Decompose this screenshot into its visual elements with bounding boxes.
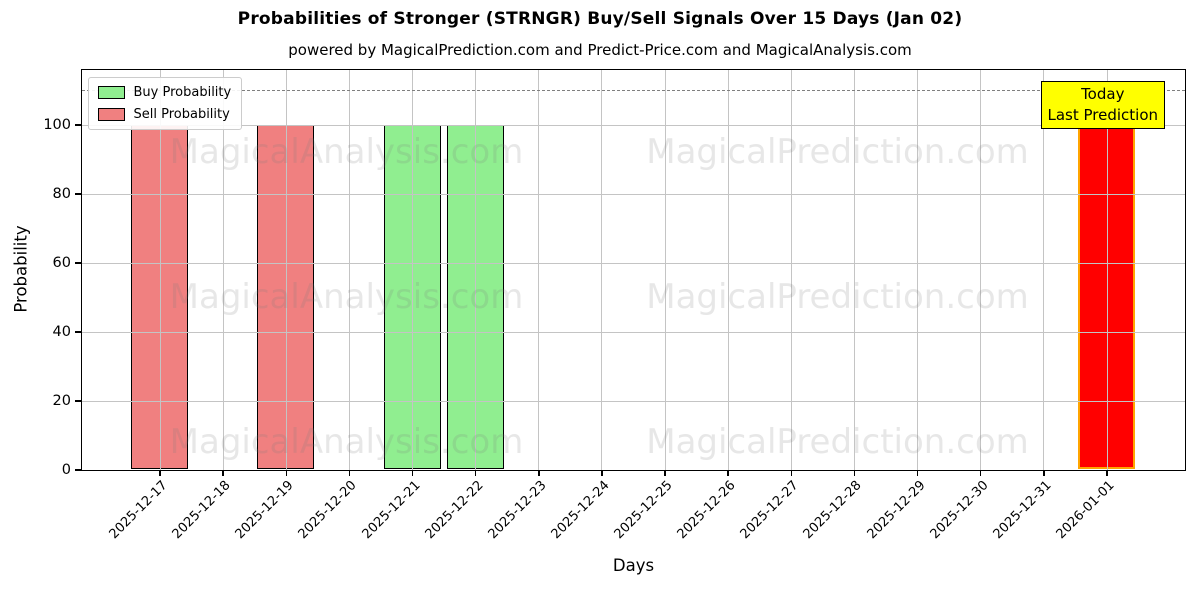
x-tick-mark (916, 471, 919, 476)
y-tick-label: 60 (52, 255, 71, 272)
x-tick-mark (1106, 471, 1108, 476)
watermark-magicalprediction: MagicalPrediction.com (646, 276, 1029, 317)
x-tick-mark (790, 471, 793, 476)
legend-label-buy: Buy Probability (133, 84, 232, 100)
x-tick-mark (664, 471, 666, 476)
v-gridline (222, 69, 224, 470)
h-gridline (81, 193, 1185, 195)
h-gridline (81, 262, 1185, 264)
v-gridline (790, 69, 792, 470)
h-gridline (81, 331, 1185, 333)
v-gridline (1106, 69, 1108, 470)
sell-probability-swatch-icon (97, 107, 125, 121)
today-annotation-line1: Today (1081, 84, 1125, 103)
v-gridline (348, 69, 350, 470)
x-tick-mark (159, 471, 161, 476)
y-tick-mark (75, 331, 81, 333)
v-gridline (412, 69, 414, 470)
y-tick-mark (75, 193, 81, 195)
x-tick-mark (1043, 471, 1045, 476)
y-tick-label: 40 (52, 324, 71, 341)
y-tick-label: 20 (52, 393, 71, 410)
y-tick-label: 0 (61, 462, 71, 478)
x-tick-mark (601, 471, 603, 476)
v-gridline (853, 69, 855, 470)
v-gridline (980, 69, 982, 470)
legend: Buy Probability Sell Probability (87, 76, 243, 130)
v-gridline (159, 69, 161, 470)
y-tick-mark (75, 469, 81, 471)
threshold-dashed-line (81, 90, 1185, 92)
v-gridline (727, 69, 729, 470)
legend-entry-sell: Sell Probability (97, 106, 232, 122)
y-tick-mark (75, 124, 81, 126)
x-tick-mark (411, 471, 414, 476)
chart-title: Probabilities of Stronger (STRNGR) Buy/S… (237, 9, 963, 29)
h-gridline (81, 124, 1185, 126)
x-tick-mark (853, 471, 856, 476)
x-tick-mark (285, 471, 288, 476)
x-tick-mark (538, 471, 540, 476)
buy-probability-swatch-icon (97, 85, 125, 99)
today-annotation: Today Last Prediction (1040, 80, 1166, 129)
today-annotation-line2: Last Prediction (1047, 105, 1159, 124)
v-gridline (475, 69, 477, 470)
y-tick-label: 100 (43, 117, 71, 134)
v-gridline (538, 69, 540, 470)
v-gridline (917, 69, 919, 470)
legend-entry-buy: Buy Probability (97, 84, 232, 100)
x-tick-mark (474, 471, 477, 476)
v-gridline (1043, 69, 1045, 470)
legend-label-sell: Sell Probability (133, 106, 230, 122)
v-gridline (601, 69, 603, 470)
x-tick-mark (348, 471, 351, 476)
watermark-magicalprediction: MagicalPrediction.com (646, 421, 1029, 462)
chart-subtitle: powered by MagicalPrediction.com and Pre… (288, 41, 912, 59)
plot-area: Buy Probability Sell Probability Today L… (80, 68, 1186, 471)
v-gridline (285, 69, 287, 470)
x-tick-mark (979, 471, 982, 476)
h-gridline (81, 400, 1185, 402)
x-tick-mark (727, 471, 729, 476)
v-gridline (664, 69, 666, 470)
x-tick-mark (222, 471, 224, 476)
watermark-magicalprediction: MagicalPrediction.com (646, 131, 1029, 172)
y-tick-mark (75, 262, 81, 264)
y-tick-mark (75, 400, 81, 402)
y-tick-label: 80 (52, 186, 71, 203)
x-axis-label: Days (612, 556, 655, 575)
